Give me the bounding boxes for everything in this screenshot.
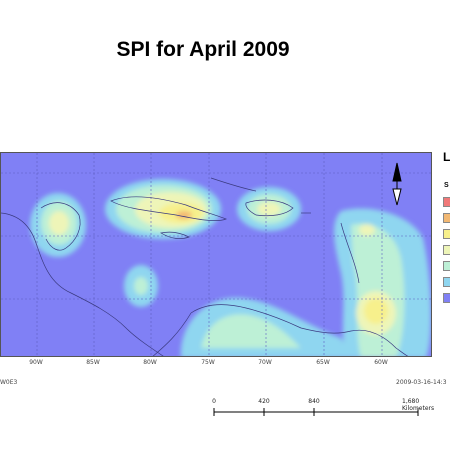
longitude-label: 85W — [86, 359, 100, 366]
spi-map — [1, 153, 431, 356]
legend-swatch — [443, 213, 450, 223]
legend-heading: L — [443, 150, 450, 164]
map-title: SPI for April 2009 — [116, 38, 290, 61]
legend-swatch — [443, 229, 450, 239]
longitude-label: 70W — [258, 359, 272, 366]
legend-swatch — [443, 261, 450, 271]
scale-bar: 0 420 840 1,680 Kilometers — [212, 398, 450, 428]
map-panel[interactable] — [0, 152, 432, 357]
longitude-label: 60W — [374, 359, 388, 366]
longitude-label: 75W — [201, 359, 215, 366]
graticule — [1, 153, 431, 356]
coastlines — [1, 177, 409, 356]
scale-tick-label: 840 — [308, 398, 320, 405]
north-arrow — [392, 162, 402, 206]
longitude-label: 80W — [143, 359, 157, 366]
scale-bar-graphic — [213, 408, 419, 416]
lower-right-label: 2009-03-16-14:3 — [396, 379, 447, 386]
legend-swatch — [443, 277, 450, 287]
longitude-label: 65W — [316, 359, 330, 366]
legend-swatches — [443, 197, 450, 309]
longitude-label: 90W — [29, 359, 43, 366]
legend-swatch — [443, 197, 450, 207]
legend-subheading: S — [444, 182, 449, 189]
longitude-labels: 90W 85W 80W 75W 70W 65W 60W — [0, 359, 432, 371]
scale-tick-label: 0 — [212, 398, 216, 405]
lower-left-label: W0E3 — [0, 379, 18, 386]
scale-tick-label: 420 — [258, 398, 270, 405]
legend-swatch — [443, 245, 450, 255]
legend-swatch — [443, 293, 450, 303]
scale-tick-label: 1,680 Kilometers — [402, 398, 435, 412]
